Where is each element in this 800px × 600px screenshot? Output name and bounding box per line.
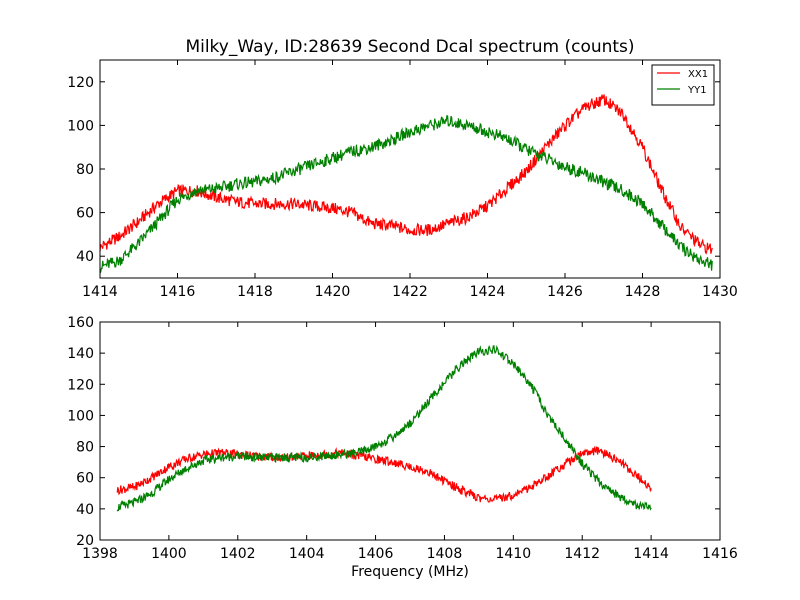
y-tick-label: 40 — [76, 249, 94, 265]
x-tick-label: 1416 — [160, 284, 196, 300]
subplot-2: 1398 1400 1402 1404 1406 1408 1410 1412 1414 1416… — [67, 315, 738, 562]
x-tick-label: 1424 — [470, 284, 506, 300]
x-tick-label: 1422 — [392, 284, 428, 300]
series-line-red-2 — [116, 445, 652, 503]
x-tick-label: 1416 — [702, 546, 738, 562]
x-tick-label: 1410 — [496, 546, 532, 562]
y-tick-label: 80 — [76, 162, 94, 178]
plot-frame-1 — [99, 59, 721, 279]
y-tick-label: 160 — [67, 315, 94, 331]
y-tick-label: 40 — [76, 502, 94, 518]
x-tick-label: 1406 — [358, 546, 394, 562]
y-tick-label: 20 — [76, 533, 94, 549]
x-tick-label: 1408 — [427, 546, 463, 562]
legend-label-yy1: YY1 — [687, 85, 707, 96]
y-tick-label: 120 — [67, 75, 94, 91]
y-tick-label: 140 — [67, 346, 94, 362]
x-tick-label: 1400 — [151, 546, 187, 562]
subplot-1: 1414 1416 1418 1420 1422 1424 1426 1428 1430 40 60… — [67, 59, 738, 300]
x-tick-label: 1426 — [547, 284, 583, 300]
y-tick-label: 60 — [76, 471, 94, 487]
x-tick-label: 1412 — [564, 546, 600, 562]
x-tick-label: 1398 — [82, 546, 118, 562]
x-tick-label: 1430 — [702, 284, 738, 300]
series-line-yy1-1 — [100, 115, 713, 274]
legend-label-xx1: XX1 — [688, 69, 708, 80]
series-line-xx1-1 — [100, 94, 713, 255]
x-tick-label: 1404 — [289, 546, 325, 562]
chart-title: Milky_Way, ID:28639 Second Dcal spectrum… — [185, 37, 634, 57]
x-tick-label: 1420 — [315, 284, 351, 300]
y-tick-label: 100 — [67, 118, 94, 134]
x-tick-label: 1414 — [633, 546, 669, 562]
x-tick-label: 1418 — [237, 284, 273, 300]
y-tick-label: 80 — [76, 440, 94, 456]
x-tick-label: 1414 — [82, 284, 118, 300]
y-tick-label: 100 — [67, 408, 94, 424]
y-tick-label: 60 — [76, 206, 94, 222]
legend-box — [651, 64, 715, 106]
x-tick-label: 1428 — [625, 284, 661, 300]
plot-frame-2 — [99, 321, 721, 541]
x-tick-label: 1402 — [220, 546, 256, 562]
x-axis-label: Frequency (MHz) — [351, 564, 469, 580]
y-tick-label: 120 — [67, 377, 94, 393]
series-line-green-2 — [116, 344, 652, 512]
